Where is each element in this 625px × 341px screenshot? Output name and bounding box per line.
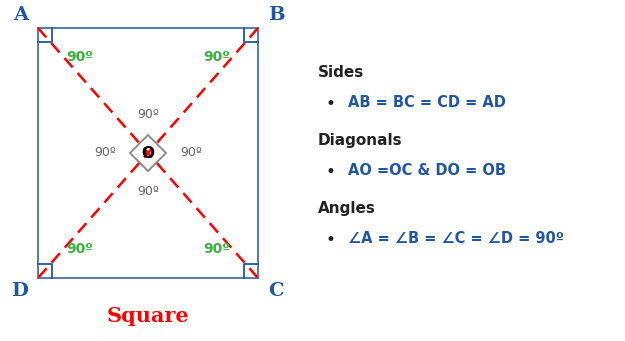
- Text: ∠A = ∠B = ∠C = ∠D = 90º: ∠A = ∠B = ∠C = ∠D = 90º: [348, 231, 564, 246]
- Text: AB = BC = CD = AD: AB = BC = CD = AD: [348, 95, 506, 110]
- Text: Angles: Angles: [318, 201, 376, 216]
- Text: A: A: [13, 6, 28, 24]
- Bar: [38, 28, 258, 278]
- Text: •: •: [326, 95, 336, 113]
- Text: 90º: 90º: [137, 108, 159, 121]
- Text: AO =OC & DO = OB: AO =OC & DO = OB: [348, 163, 506, 178]
- Text: Square: Square: [107, 306, 189, 326]
- Text: D: D: [11, 282, 28, 300]
- Text: 90º: 90º: [94, 147, 116, 160]
- Text: •: •: [326, 231, 336, 249]
- Text: 90º: 90º: [203, 242, 230, 256]
- Text: 90º: 90º: [66, 242, 93, 256]
- Text: Diagonals: Diagonals: [318, 133, 402, 148]
- Text: 90º: 90º: [203, 50, 230, 64]
- Text: 90º: 90º: [137, 185, 159, 198]
- Text: B: B: [268, 6, 284, 24]
- Text: Sides: Sides: [318, 65, 364, 80]
- Text: 90º: 90º: [180, 147, 202, 160]
- Text: •: •: [326, 163, 336, 181]
- Text: O: O: [141, 146, 154, 161]
- Text: C: C: [268, 282, 284, 300]
- Text: 90º: 90º: [66, 50, 93, 64]
